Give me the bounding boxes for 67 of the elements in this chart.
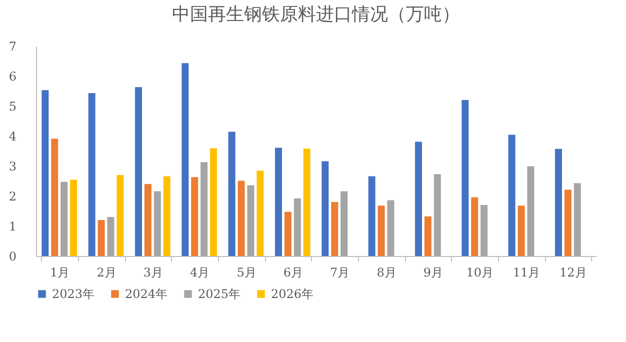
x-tick-label: 5月 [236,266,256,280]
y-tick-label: 2 [8,190,16,204]
x-tick-label: 9月 [423,266,443,280]
x-tick-label: 6月 [283,266,303,280]
x-tick-label: 1月 [50,266,70,280]
bar [424,216,432,256]
bar [294,198,301,256]
x-tick-label: 11月 [512,266,540,280]
bar [144,184,152,256]
x-tick-label: 3月 [143,266,163,280]
legend-label: 2023年 [52,287,95,301]
bar [42,90,49,256]
y-tick-label: 5 [8,100,16,114]
bar [210,148,218,256]
bar [228,132,236,256]
y-tick-label: 0 [8,250,16,264]
bar [564,190,572,256]
x-tick-label: 2月 [96,266,116,280]
bar [163,176,170,256]
y-tick-label: 1 [8,220,16,234]
bar [191,177,198,256]
bar [303,148,310,256]
y-tick-label: 4 [8,130,17,144]
bar [434,174,441,256]
bar [256,170,264,256]
bar [471,197,478,256]
y-tick-label: 7 [8,40,16,54]
bar [51,138,58,256]
bar [527,166,534,256]
bar [554,148,562,256]
legend-label: 2026年 [271,287,314,301]
bar [60,182,68,256]
bar [70,180,78,256]
bar [238,180,245,256]
y-tick-label: 6 [8,70,16,84]
x-tick-label: 8月 [376,266,396,280]
bar [88,93,96,256]
x-tick-label: 7月 [330,266,350,280]
bar [98,220,105,256]
y-tick-label: 3 [8,160,16,174]
bar [508,134,516,256]
legend-label: 2024年 [125,287,168,301]
bar [331,202,338,256]
bar [414,142,422,256]
bar [378,206,385,256]
bar [107,217,114,256]
bar [154,191,161,256]
chart-title: 中国再生钢铁原料进口情况（万吨） [172,4,460,25]
x-tick-label: 4月 [190,266,210,280]
bar [182,63,189,256]
bar [387,200,394,256]
bar [134,87,142,256]
bar [574,183,581,256]
bar [247,185,254,256]
x-tick-label: 10月 [466,266,494,280]
bar [368,176,376,256]
bar [518,206,525,256]
bar [480,205,488,256]
bar [340,191,348,256]
bar [462,100,469,256]
bar [116,175,124,256]
bar [284,212,292,256]
bar [200,162,208,256]
bar [322,161,329,256]
bar [274,148,282,256]
x-tick-label: 12月 [560,266,587,280]
legend-label: 2025年 [198,287,241,301]
